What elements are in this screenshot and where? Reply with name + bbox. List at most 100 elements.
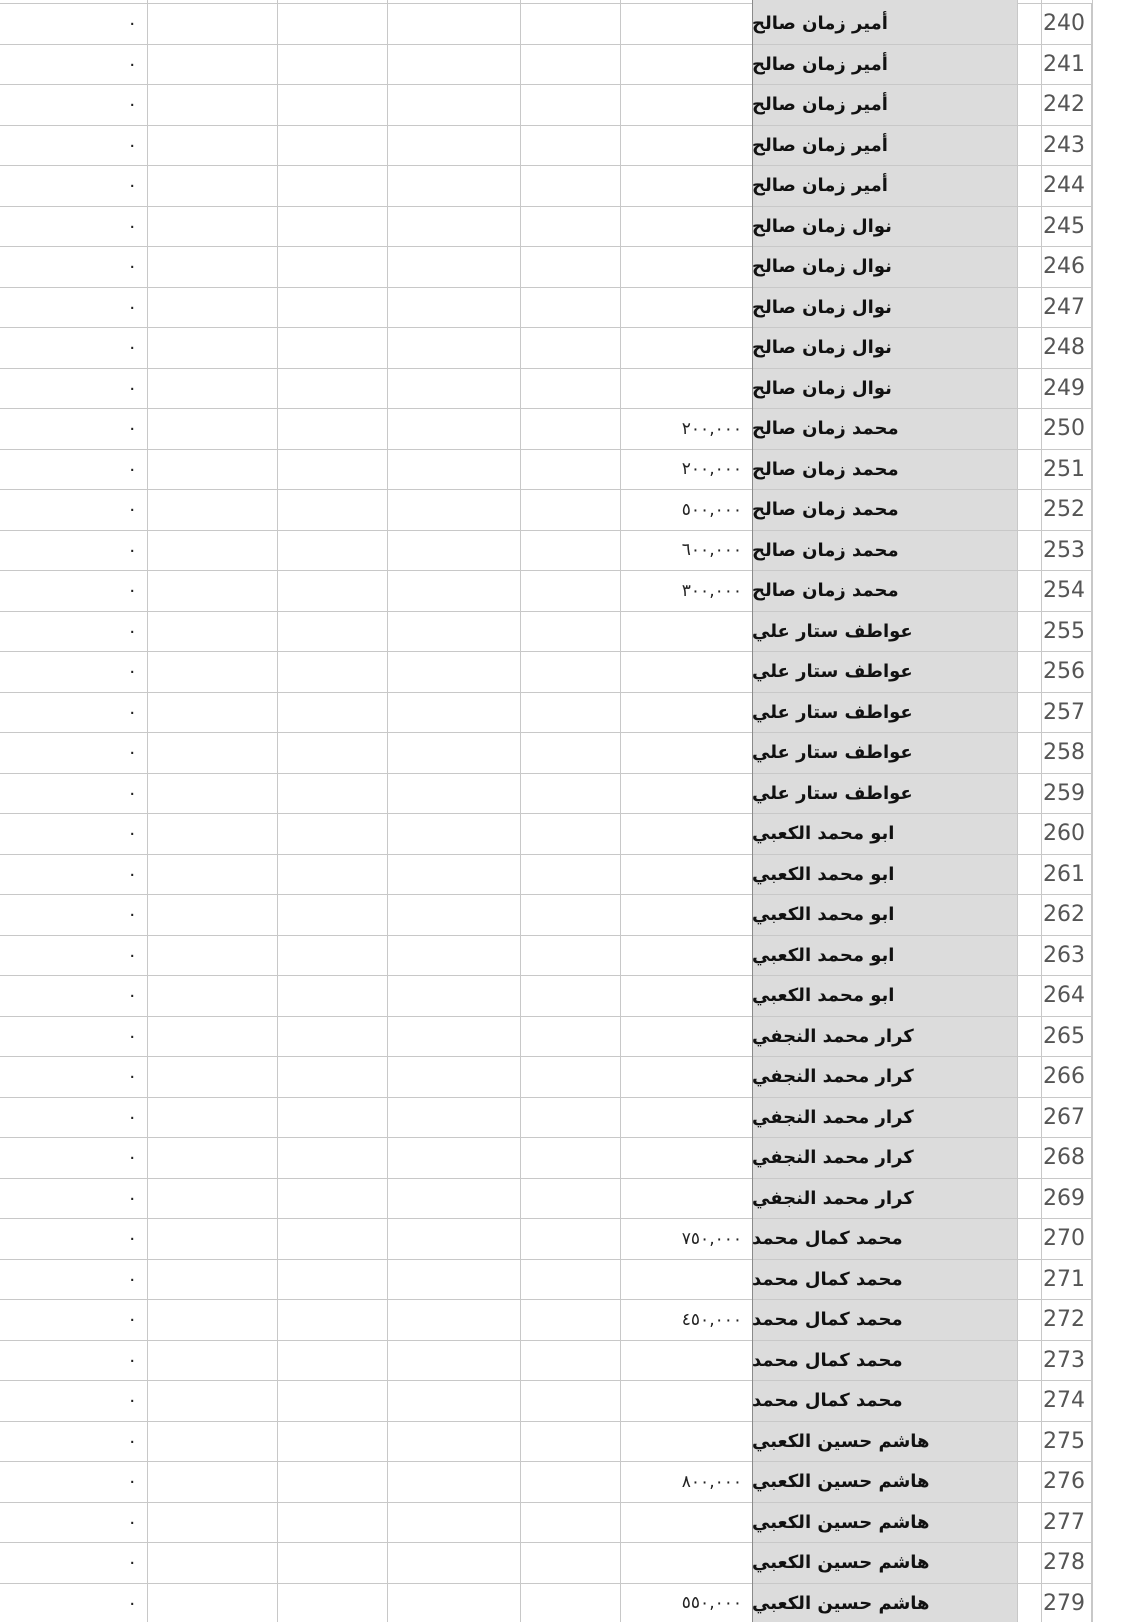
amount-cell[interactable] [620, 1179, 752, 1219]
amount-cell[interactable] [620, 1341, 752, 1381]
name-cell[interactable]: نوال زمان صالح [752, 247, 1017, 287]
name-cell[interactable]: محمد زمان صالح [752, 571, 1017, 611]
row-number-cell[interactable]: 244 [1041, 166, 1092, 206]
row-number-cell[interactable]: 266 [1041, 1057, 1092, 1097]
zero-cell[interactable]: ٠ [127, 823, 137, 845]
amount-cell[interactable] [620, 774, 752, 814]
amount-cell[interactable] [620, 45, 752, 85]
row-number-cell[interactable]: 260 [1041, 814, 1092, 854]
amount-cell[interactable] [620, 612, 752, 652]
row-number-cell[interactable]: 263 [1041, 935, 1092, 975]
amount-cell[interactable]: ٨٠٠,٠٠٠ [681, 1471, 742, 1492]
amount-cell[interactable] [620, 1098, 752, 1138]
name-cell[interactable]: نوال زمان صالح [752, 368, 1017, 408]
row-number-cell[interactable]: 273 [1041, 1340, 1092, 1380]
zero-cell[interactable]: ٠ [127, 1349, 137, 1371]
amount-cell[interactable]: ٧٥٠,٠٠٠ [681, 1228, 742, 1249]
name-cell[interactable]: هاشم حسين الكعبي [752, 1462, 1017, 1502]
row-number-cell[interactable]: 265 [1041, 1016, 1092, 1056]
zero-cell[interactable]: ٠ [127, 499, 137, 521]
name-cell[interactable]: عواطف ستار علي [752, 733, 1017, 773]
row-number-cell[interactable]: 251 [1041, 449, 1092, 489]
name-cell[interactable]: هاشم حسين الكعبي [752, 1421, 1017, 1461]
zero-cell[interactable]: ٠ [127, 256, 137, 278]
amount-cell[interactable]: ٣٠٠,٠٠٠ [681, 580, 742, 601]
name-cell[interactable]: أمير زمان صالح [752, 166, 1017, 206]
amount-cell[interactable] [620, 247, 752, 287]
zero-cell[interactable]: ٠ [127, 1592, 137, 1614]
zero-cell[interactable]: ٠ [127, 701, 137, 723]
row-number-cell[interactable]: 257 [1041, 692, 1092, 732]
row-number-cell[interactable]: 250 [1041, 409, 1092, 449]
zero-cell[interactable]: ٠ [127, 458, 137, 480]
row-number-cell[interactable]: 264 [1041, 976, 1092, 1016]
name-cell[interactable]: أمير زمان صالح [752, 125, 1017, 165]
name-cell[interactable]: ابو محمد الكعبي [752, 976, 1017, 1016]
name-cell[interactable]: كرار محمد النجفي [752, 1178, 1017, 1218]
row-number-cell[interactable]: 256 [1041, 652, 1092, 692]
row-number-cell[interactable]: 258 [1041, 733, 1092, 773]
amount-cell[interactable] [620, 814, 752, 854]
name-cell[interactable]: كرار محمد النجفي [752, 1016, 1017, 1056]
amount-cell[interactable] [620, 166, 752, 206]
name-cell[interactable]: أمير زمان صالح [752, 4, 1017, 44]
row-number-cell[interactable]: 267 [1041, 1097, 1092, 1137]
zero-cell[interactable]: ٠ [127, 985, 137, 1007]
row-number-cell[interactable]: 268 [1041, 1138, 1092, 1178]
amount-cell[interactable] [620, 4, 752, 44]
zero-cell[interactable]: ٠ [127, 296, 137, 318]
zero-cell[interactable]: ٠ [127, 620, 137, 642]
row-number-cell[interactable]: 269 [1041, 1178, 1092, 1218]
name-cell[interactable]: ابو محمد الكعبي [752, 895, 1017, 935]
amount-cell[interactable] [620, 1260, 752, 1300]
amount-cell[interactable] [620, 126, 752, 166]
amount-cell[interactable] [620, 652, 752, 692]
amount-cell[interactable] [620, 1138, 752, 1178]
name-cell[interactable]: كرار محمد النجفي [752, 1097, 1017, 1137]
zero-cell[interactable]: ٠ [127, 134, 137, 156]
amount-cell[interactable]: ٥٠٠,٠٠٠ [681, 499, 742, 520]
zero-cell[interactable]: ٠ [127, 53, 137, 75]
name-cell[interactable]: محمد كمال محمد [752, 1219, 1017, 1259]
amount-cell[interactable]: ٢٠٠,٠٠٠ [681, 459, 742, 480]
name-cell[interactable]: ابو محمد الكعبي [752, 935, 1017, 975]
zero-cell[interactable]: ٠ [127, 661, 137, 683]
amount-cell[interactable] [620, 855, 752, 895]
name-cell[interactable]: عواطف ستار علي [752, 611, 1017, 651]
zero-cell[interactable]: ٠ [127, 215, 137, 237]
row-number-cell[interactable]: 253 [1041, 530, 1092, 570]
row-number-cell[interactable]: 245 [1041, 206, 1092, 246]
amount-cell[interactable] [620, 85, 752, 125]
amount-cell[interactable]: ٤٥٠,٠٠٠ [681, 1309, 742, 1330]
amount-cell[interactable] [620, 369, 752, 409]
zero-cell[interactable]: ٠ [127, 1430, 137, 1452]
amount-cell[interactable] [620, 895, 752, 935]
amount-cell[interactable] [620, 1057, 752, 1097]
amount-cell[interactable] [620, 733, 752, 773]
name-cell[interactable]: أمير زمان صالح [752, 44, 1017, 84]
amount-cell[interactable] [620, 1017, 752, 1057]
zero-cell[interactable]: ٠ [127, 1228, 137, 1250]
name-cell[interactable]: محمد زمان صالح [752, 449, 1017, 489]
name-cell[interactable]: محمد زمان صالح [752, 490, 1017, 530]
row-number-cell[interactable]: 278 [1041, 1543, 1092, 1583]
name-cell[interactable]: كرار محمد النجفي [752, 1057, 1017, 1097]
row-number-cell[interactable]: 249 [1041, 368, 1092, 408]
name-cell[interactable]: عواطف ستار علي [752, 773, 1017, 813]
zero-cell[interactable]: ٠ [127, 1106, 137, 1128]
name-cell[interactable]: عواطف ستار علي [752, 692, 1017, 732]
amount-cell[interactable] [620, 328, 752, 368]
name-cell[interactable]: محمد كمال محمد [752, 1300, 1017, 1340]
name-cell[interactable]: محمد زمان صالح [752, 530, 1017, 570]
name-cell-partial[interactable] [752, 0, 1017, 4]
name-cell[interactable]: نوال زمان صالح [752, 206, 1017, 246]
zero-cell[interactable]: ٠ [127, 1390, 137, 1412]
name-cell[interactable]: ابو محمد الكعبي [752, 854, 1017, 894]
zero-cell[interactable]: ٠ [127, 175, 137, 197]
row-number-cell[interactable]: 274 [1041, 1381, 1092, 1421]
row-number-cell[interactable]: 259 [1041, 773, 1092, 813]
row-number-cell[interactable]: 271 [1041, 1259, 1092, 1299]
name-cell[interactable]: محمد زمان صالح [752, 409, 1017, 449]
row-number-cell[interactable]: 242 [1041, 85, 1092, 125]
zero-cell[interactable]: ٠ [127, 94, 137, 116]
